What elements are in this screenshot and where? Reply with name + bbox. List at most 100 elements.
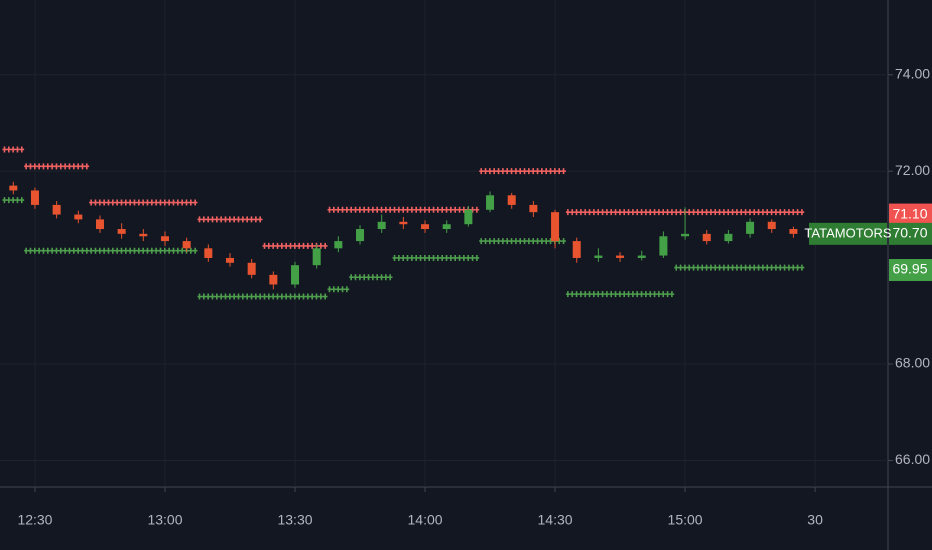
upper-stop xyxy=(154,199,176,206)
candle-body xyxy=(507,195,516,205)
upper-stop xyxy=(349,206,371,213)
lower-stop xyxy=(565,291,588,298)
candle-body xyxy=(442,224,451,230)
upper-stop xyxy=(522,168,545,175)
upper-stop xyxy=(717,209,740,216)
candle-body xyxy=(9,185,18,191)
x-tick-label: 13:30 xyxy=(277,512,312,528)
lower-stop xyxy=(370,274,393,281)
lower-stop xyxy=(132,247,155,254)
x-tick-label: 13:00 xyxy=(147,512,182,528)
candle-body xyxy=(247,262,256,275)
lower-stop xyxy=(674,264,696,271)
upper-stop xyxy=(739,209,761,216)
candle-body xyxy=(486,195,495,210)
lower-stop xyxy=(24,247,46,254)
upper-stop xyxy=(262,242,285,249)
upper-stop xyxy=(67,163,90,170)
lower-stop xyxy=(327,286,350,293)
upper-stop xyxy=(782,209,805,216)
candle-body xyxy=(421,224,430,230)
candle-body xyxy=(702,233,711,242)
candle-body xyxy=(117,229,126,234)
upper-stop xyxy=(370,206,393,213)
x-tick-label: 15:00 xyxy=(668,512,703,528)
candle-body xyxy=(377,221,386,230)
lower-stop xyxy=(652,291,675,298)
lower-stop xyxy=(154,247,176,254)
candle-body xyxy=(334,241,343,249)
lower-stop xyxy=(587,291,610,298)
candle-body xyxy=(724,233,733,242)
upper-stop xyxy=(284,242,306,249)
candle-body xyxy=(594,255,603,258)
lower-stop xyxy=(349,274,371,281)
upper-stop xyxy=(652,209,675,216)
candle-body xyxy=(30,190,39,205)
candle-body xyxy=(95,219,104,230)
upper-stop xyxy=(500,168,523,175)
candle-body xyxy=(291,265,300,285)
candle-body xyxy=(637,255,646,258)
lower-stop xyxy=(435,254,458,261)
upper-stop xyxy=(565,209,588,216)
upper-stop xyxy=(2,146,25,153)
lower-stop xyxy=(782,264,805,271)
candle-body xyxy=(464,209,473,225)
upper-stop xyxy=(587,209,610,216)
price-label-box xyxy=(889,203,932,226)
candle-body xyxy=(551,212,560,242)
candle-body xyxy=(659,236,668,256)
lower-stop xyxy=(479,238,501,245)
candle-body xyxy=(204,248,213,258)
upper-stop xyxy=(392,206,415,213)
lower-stop xyxy=(414,254,436,261)
upper-stop xyxy=(435,206,458,213)
lower-stop xyxy=(197,293,220,300)
symbol-label-box xyxy=(809,222,887,245)
upper-stop xyxy=(327,206,350,213)
price-label: 71.10 xyxy=(892,205,927,221)
upper-stop xyxy=(479,168,501,175)
lower-stop xyxy=(739,264,761,271)
lower-stop xyxy=(522,238,545,245)
lower-stop xyxy=(2,197,25,204)
upper-stop xyxy=(110,199,133,206)
upper-stop xyxy=(695,209,718,216)
upper-stop xyxy=(89,199,111,206)
x-tick-label: 14:30 xyxy=(538,512,573,528)
candle-body xyxy=(681,233,690,237)
lower-stop xyxy=(695,264,718,271)
lower-stop xyxy=(630,291,653,298)
upper-stop xyxy=(175,199,198,206)
y-tick-label: 68.00 xyxy=(895,355,930,371)
upper-stop xyxy=(197,216,220,223)
y-tick-label: 66.00 xyxy=(895,451,930,467)
lower-stop xyxy=(110,247,133,254)
upper-stop xyxy=(24,163,46,170)
candle-body xyxy=(52,204,61,215)
y-tick-label: 72.00 xyxy=(895,162,930,178)
lower-stop xyxy=(219,293,241,300)
candle-body xyxy=(226,257,234,263)
candle-body xyxy=(767,221,776,230)
lower-stop xyxy=(305,293,328,300)
price-label-box xyxy=(889,222,932,245)
upper-stop xyxy=(219,216,241,223)
upper-stop xyxy=(630,209,653,216)
candle-body xyxy=(529,204,538,213)
lower-stop xyxy=(284,293,306,300)
candle-body xyxy=(269,274,278,285)
upper-stop xyxy=(609,209,631,216)
candle-body xyxy=(789,229,798,234)
price-label: 70.70 xyxy=(892,225,927,241)
price-label: 69.95 xyxy=(892,261,927,277)
lower-stop xyxy=(240,293,263,300)
lower-stop xyxy=(262,293,285,300)
price-label-box xyxy=(889,259,932,282)
upper-stop xyxy=(760,209,783,216)
candle-body xyxy=(312,248,321,266)
